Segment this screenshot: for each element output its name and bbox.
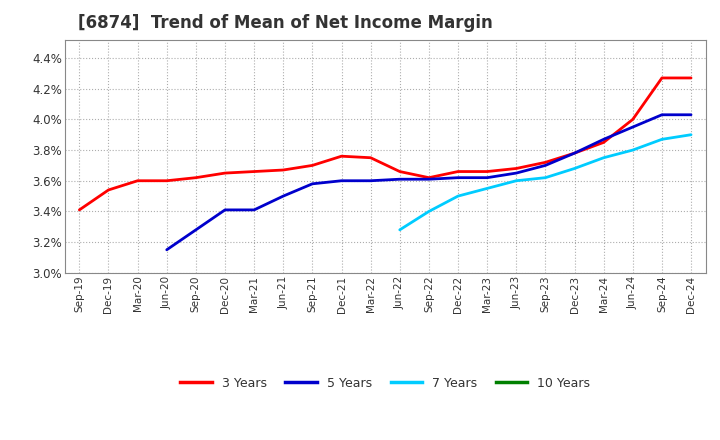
5 Years [395, 176, 404, 182]
7 Years [454, 194, 462, 199]
3 Years [279, 167, 287, 172]
5 Years [512, 170, 521, 176]
3 Years [250, 169, 258, 174]
3 Years [483, 169, 492, 174]
3 Years [629, 117, 637, 122]
7 Years [483, 186, 492, 191]
5 Years [599, 137, 608, 142]
3 Years [75, 207, 84, 213]
7 Years [687, 132, 696, 137]
3 Years [104, 187, 113, 193]
Legend: 3 Years, 5 Years, 7 Years, 10 Years: 3 Years, 5 Years, 7 Years, 10 Years [176, 372, 595, 395]
3 Years [395, 169, 404, 174]
3 Years [308, 163, 317, 168]
3 Years [599, 140, 608, 145]
5 Years [250, 207, 258, 213]
5 Years [541, 163, 550, 168]
7 Years [425, 209, 433, 214]
3 Years [220, 170, 229, 176]
3 Years [454, 169, 462, 174]
5 Years [687, 112, 696, 117]
5 Years [163, 247, 171, 253]
7 Years [395, 227, 404, 232]
3 Years [687, 75, 696, 81]
5 Years [192, 227, 200, 232]
7 Years [570, 166, 579, 171]
7 Years [657, 137, 666, 142]
7 Years [599, 155, 608, 160]
5 Years [308, 181, 317, 187]
5 Years [279, 194, 287, 199]
Line: 3 Years: 3 Years [79, 78, 691, 210]
5 Years [425, 176, 433, 182]
Text: [6874]  Trend of Mean of Net Income Margin: [6874] Trend of Mean of Net Income Margi… [78, 15, 492, 33]
5 Years [366, 178, 375, 183]
3 Years [512, 166, 521, 171]
3 Years [366, 155, 375, 160]
5 Years [629, 125, 637, 130]
5 Years [483, 175, 492, 180]
5 Years [570, 150, 579, 156]
5 Years [220, 207, 229, 213]
7 Years [629, 147, 637, 153]
3 Years [425, 175, 433, 180]
7 Years [512, 178, 521, 183]
3 Years [570, 150, 579, 156]
5 Years [657, 112, 666, 117]
3 Years [657, 75, 666, 81]
Line: 7 Years: 7 Years [400, 135, 691, 230]
3 Years [163, 178, 171, 183]
3 Years [133, 178, 142, 183]
3 Years [192, 175, 200, 180]
3 Years [541, 160, 550, 165]
5 Years [454, 175, 462, 180]
7 Years [541, 175, 550, 180]
3 Years [337, 154, 346, 159]
Line: 5 Years: 5 Years [167, 115, 691, 250]
5 Years [337, 178, 346, 183]
